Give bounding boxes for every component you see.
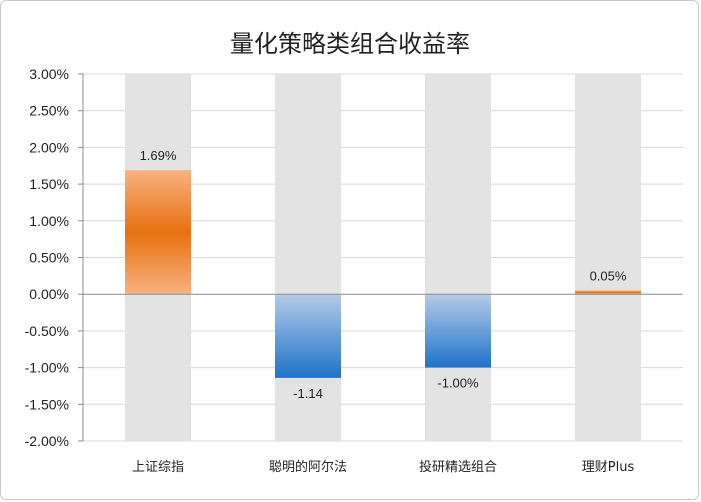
y-tick-label: 2.00% [29, 139, 69, 155]
y-tick-label: 0.00% [29, 286, 69, 302]
bar [425, 294, 491, 368]
x-category-label: 聪明的阿尔法 [269, 459, 347, 475]
background-bar [275, 74, 341, 441]
axes [78, 73, 683, 442]
chart-title: 量化策略类组合收益率 [230, 30, 470, 58]
y-tick-label: -2.00% [25, 433, 69, 449]
background-bars [125, 74, 641, 441]
data-label: -1.00% [437, 376, 479, 391]
background-bar [425, 74, 491, 441]
y-tick-label: -1.00% [25, 360, 69, 376]
y-tick-label: -0.50% [25, 323, 69, 339]
labels: 3.00% 2.50% 2.00% 1.50% 1.00% 0.50% 0.00% -0.50… [25, 66, 635, 475]
data-label: 0.05% [590, 269, 627, 284]
bar [275, 294, 341, 378]
x-category-label: 上证综指 [132, 460, 184, 475]
y-tick-label: 1.00% [29, 213, 69, 229]
bar [575, 290, 641, 295]
y-tick-label: -1.50% [25, 396, 69, 412]
bar [125, 170, 191, 295]
data-label: -1.14 [293, 386, 323, 401]
y-tick-label: 3.00% [29, 66, 69, 82]
background-bar [575, 74, 641, 441]
y-tick-label: 1.50% [29, 176, 69, 192]
data-bars [125, 170, 641, 378]
y-tick-label: 0.50% [29, 250, 69, 266]
data-label: 1.69% [140, 148, 177, 163]
x-category-label: 投研精选组合 [419, 459, 497, 475]
x-category-label: 理财Plus [582, 460, 635, 475]
y-tick-label: 2.50% [29, 103, 69, 119]
